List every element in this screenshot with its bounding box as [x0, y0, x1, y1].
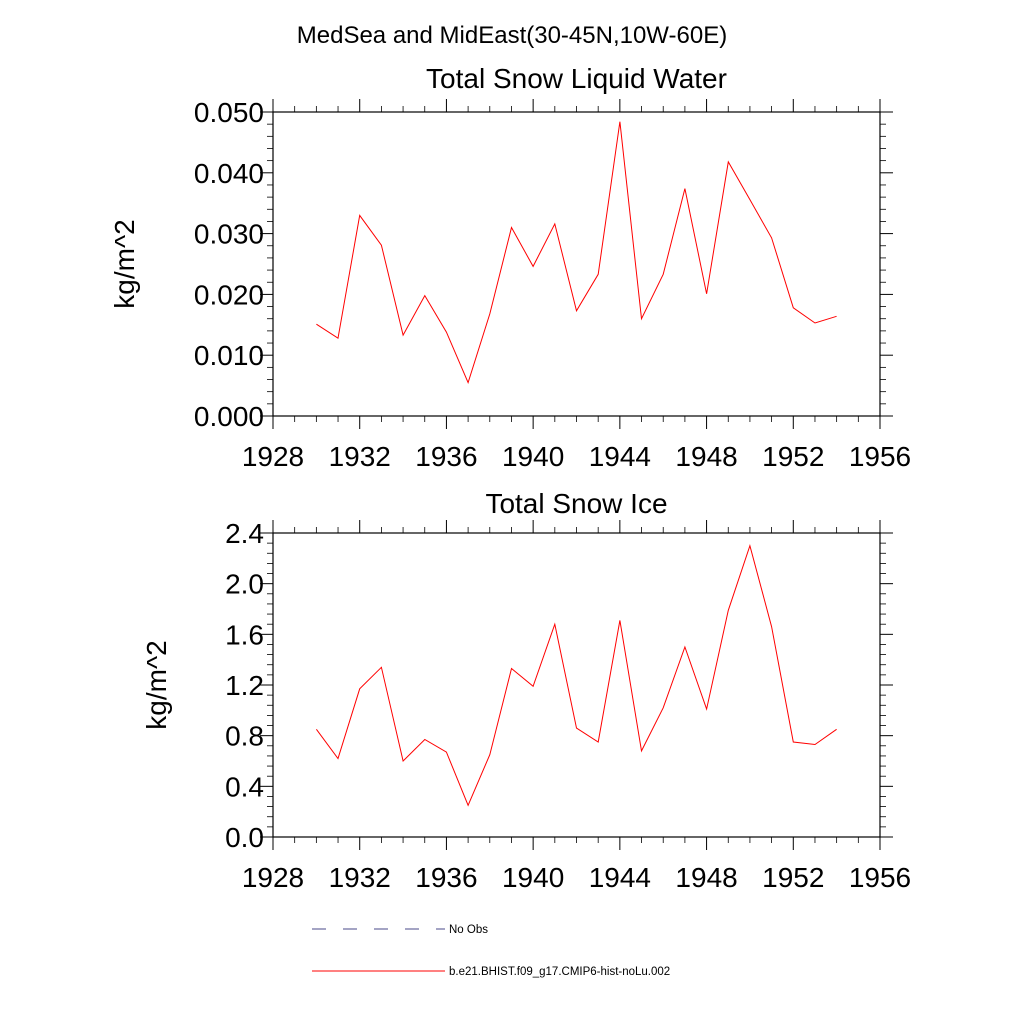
x-tick-label: 1928: [242, 862, 304, 893]
y-tick-label: 0.4: [225, 771, 264, 802]
y-tick-label: 1.2: [225, 670, 264, 701]
x-tick-label: 1956: [849, 441, 911, 472]
chart-title: Total Snow Liquid Water: [426, 63, 727, 94]
x-tick-label: 1940: [502, 862, 564, 893]
y-tick-label: 0.020: [194, 279, 264, 310]
x-tick-label: 1948: [675, 441, 737, 472]
y-tick-label: 0.8: [225, 721, 264, 752]
figure-main-title: MedSea and MidEast(30-45N,10W-60E): [297, 22, 727, 49]
y-tick-label: 0.040: [194, 158, 264, 189]
chart-panel-snow-liquid-water: Total Snow Liquid Water kg/m^2 1928 1932 193…: [109, 63, 911, 472]
y-tick-label: 0.000: [194, 401, 264, 432]
x-tick-label: 1956: [849, 862, 911, 893]
x-tick-label: 1952: [762, 862, 824, 893]
x-tick-label: 1932: [329, 862, 391, 893]
chart-panel-snow-ice: Total Snow Ice kg/m^2 1928 1932 1936 1940 1944…: [141, 488, 911, 893]
x-tick-label: 1928: [242, 441, 304, 472]
series-line: [315, 543, 837, 807]
y-tick-label: 0.010: [194, 340, 264, 371]
chart-title: Total Snow Ice: [485, 488, 667, 519]
y-axis-label: kg/m^2: [109, 219, 140, 308]
y-axis-label: kg/m^2: [141, 640, 172, 729]
legend-label: b.e21.BHIST.f09_g17.CMIP6-hist-noLu.002: [449, 966, 670, 978]
legend: No Obs b.e21.BHIST.f09_g17.CMIP6-hist-noL…: [312, 924, 670, 978]
x-tick-label: 1940: [502, 441, 564, 472]
x-tick-label: 1936: [415, 441, 477, 472]
y-tick-label: 2.0: [225, 569, 264, 600]
y-tick-label: 0.050: [194, 97, 264, 128]
x-tick-label: 1936: [415, 862, 477, 893]
legend-label: No Obs: [449, 924, 488, 936]
y-tick-label: 1.6: [225, 619, 264, 650]
x-tick-label: 1948: [675, 862, 737, 893]
series-line: [316, 121, 837, 385]
x-tick-label: 1952: [762, 441, 824, 472]
x-tick-label: 1932: [329, 441, 391, 472]
x-tick-label: 1944: [589, 862, 651, 893]
y-tick-label: 0.030: [194, 219, 264, 250]
x-tick-label: 1944: [589, 441, 651, 472]
plot-frame: [272, 111, 881, 417]
y-tick-label: 0.0: [225, 822, 264, 853]
y-tick-label: 2.4: [225, 518, 264, 549]
